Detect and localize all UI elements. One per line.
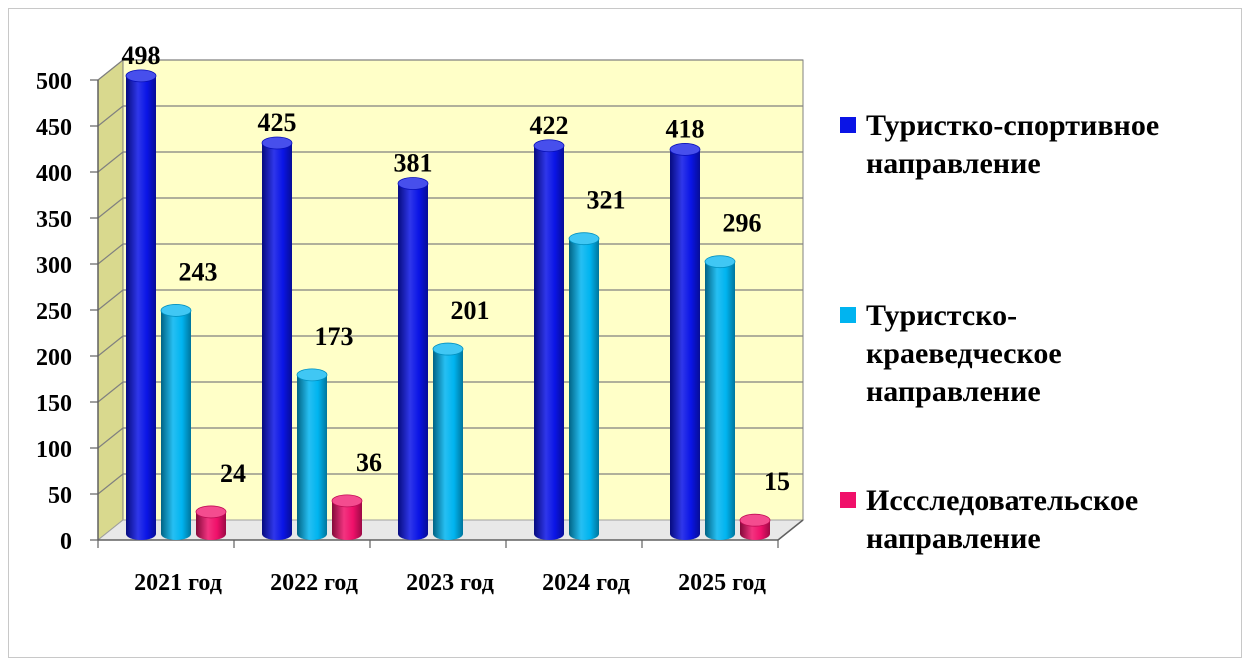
gridline-side bbox=[97, 59, 124, 81]
x-category-label: 2022 год bbox=[270, 570, 358, 596]
data-label: 425 bbox=[258, 108, 297, 137]
bar-body bbox=[670, 149, 700, 540]
gridline-side bbox=[97, 151, 124, 173]
bars bbox=[125, 69, 771, 541]
bar-top bbox=[432, 342, 464, 356]
bar bbox=[296, 368, 328, 540]
bar bbox=[160, 304, 192, 540]
y-tick-label: 250 bbox=[36, 299, 72, 325]
bar-top bbox=[533, 139, 565, 153]
data-label: 381 bbox=[394, 148, 433, 177]
y-tick-label: 400 bbox=[36, 161, 72, 187]
data-label: 418 bbox=[666, 114, 705, 143]
y-tick-label: 100 bbox=[36, 437, 72, 463]
data-label: 321 bbox=[587, 186, 626, 215]
bar bbox=[739, 513, 771, 540]
x-category-label: 2023 год bbox=[406, 570, 494, 596]
legend-swatch bbox=[840, 117, 856, 133]
bar bbox=[432, 342, 464, 540]
data-label: 24 bbox=[220, 459, 246, 488]
data-label: 173 bbox=[315, 322, 354, 351]
data-label: 296 bbox=[723, 209, 762, 238]
data-label: 422 bbox=[530, 111, 569, 140]
bar bbox=[397, 177, 429, 541]
legend-label: направление bbox=[866, 147, 1041, 180]
gridline-side bbox=[97, 381, 124, 403]
bar-top bbox=[160, 304, 192, 317]
y-tick-label: 200 bbox=[36, 345, 72, 371]
bar-top bbox=[739, 513, 771, 527]
bar bbox=[195, 505, 227, 540]
legend-item: Туристско-краеведческое направление bbox=[840, 299, 1062, 408]
bar-top bbox=[704, 255, 736, 269]
data-label: 15 bbox=[764, 467, 790, 496]
gridline-side bbox=[97, 243, 124, 265]
legend-label: направление bbox=[866, 375, 1041, 408]
bar-top bbox=[331, 494, 363, 508]
bar bbox=[669, 143, 701, 540]
bar bbox=[533, 139, 565, 540]
gridline-side bbox=[97, 473, 124, 495]
gridline-side bbox=[97, 197, 124, 219]
gridline-side bbox=[97, 427, 124, 449]
data-label: 243 bbox=[179, 257, 218, 286]
bar-body bbox=[126, 75, 156, 540]
bar-body bbox=[196, 511, 226, 540]
gridline-side bbox=[97, 289, 124, 311]
bar bbox=[704, 255, 736, 540]
bar-body bbox=[534, 145, 564, 540]
x-category-label: 2024 год bbox=[542, 570, 630, 596]
bar-top bbox=[261, 136, 293, 150]
y-tick-label: 450 bbox=[36, 115, 72, 141]
legend-item: Туристко-спортивное направление bbox=[840, 109, 1159, 180]
bar-top bbox=[568, 232, 600, 246]
bar-body bbox=[569, 238, 599, 540]
bar-body bbox=[433, 349, 463, 540]
bar-top bbox=[125, 69, 157, 83]
bar-top bbox=[397, 177, 429, 190]
data-labels: 498 243 24 425 173 36 381 201 422 321 418 296 15 bbox=[122, 41, 791, 496]
bar bbox=[261, 136, 293, 540]
y-tick-label: 150 bbox=[36, 391, 72, 417]
chart-frame bbox=[8, 8, 1242, 658]
legend-label: Туристско- bbox=[866, 299, 1017, 332]
y-tick-label: 500 bbox=[36, 69, 72, 95]
legend-item: Иссследовательское направление bbox=[840, 484, 1138, 555]
bar bbox=[568, 232, 600, 540]
bar-top bbox=[669, 143, 701, 156]
x-category-label: 2021 год bbox=[134, 570, 222, 596]
y-tick-label: 300 bbox=[36, 253, 72, 279]
legend-label: Туристко-спортивное bbox=[866, 109, 1159, 142]
bar bbox=[331, 494, 363, 540]
bar-top bbox=[296, 368, 328, 382]
y-tick-label: 50 bbox=[48, 483, 72, 509]
data-label: 36 bbox=[356, 448, 382, 477]
legend-swatch bbox=[840, 307, 856, 323]
legend-label: краеведческое bbox=[866, 337, 1062, 370]
y-tick-label: 0 bbox=[60, 529, 72, 555]
data-label: 201 bbox=[451, 296, 490, 325]
gridline-side bbox=[97, 335, 124, 357]
bar-top bbox=[195, 505, 227, 519]
data-label: 498 bbox=[122, 41, 161, 70]
x-category-label: 2025 год bbox=[678, 570, 766, 596]
gridline-side bbox=[97, 105, 124, 127]
legend-swatch bbox=[840, 492, 856, 508]
legend-label: Иссследовательское bbox=[866, 484, 1138, 517]
legend-label: направление bbox=[866, 522, 1041, 555]
x-axis-categories: 2021 год 2022 год 2023 год 2024 год 2025 год bbox=[97, 540, 779, 596]
bar-body bbox=[262, 143, 292, 540]
bar-body bbox=[161, 310, 191, 540]
bar-body bbox=[705, 261, 735, 540]
y-axis-ticks: 0 50 100 150 200 250 300 350 400 450 500 bbox=[36, 69, 98, 555]
legend: Туристко-спортивноенаправлениеТуристско-… bbox=[840, 109, 1159, 555]
y-tick-label: 350 bbox=[36, 207, 72, 233]
bar-body bbox=[332, 500, 362, 540]
bar-body bbox=[297, 374, 327, 540]
bar bbox=[125, 69, 157, 540]
bar-body bbox=[398, 183, 428, 541]
x-axis-depth-line bbox=[777, 519, 804, 541]
